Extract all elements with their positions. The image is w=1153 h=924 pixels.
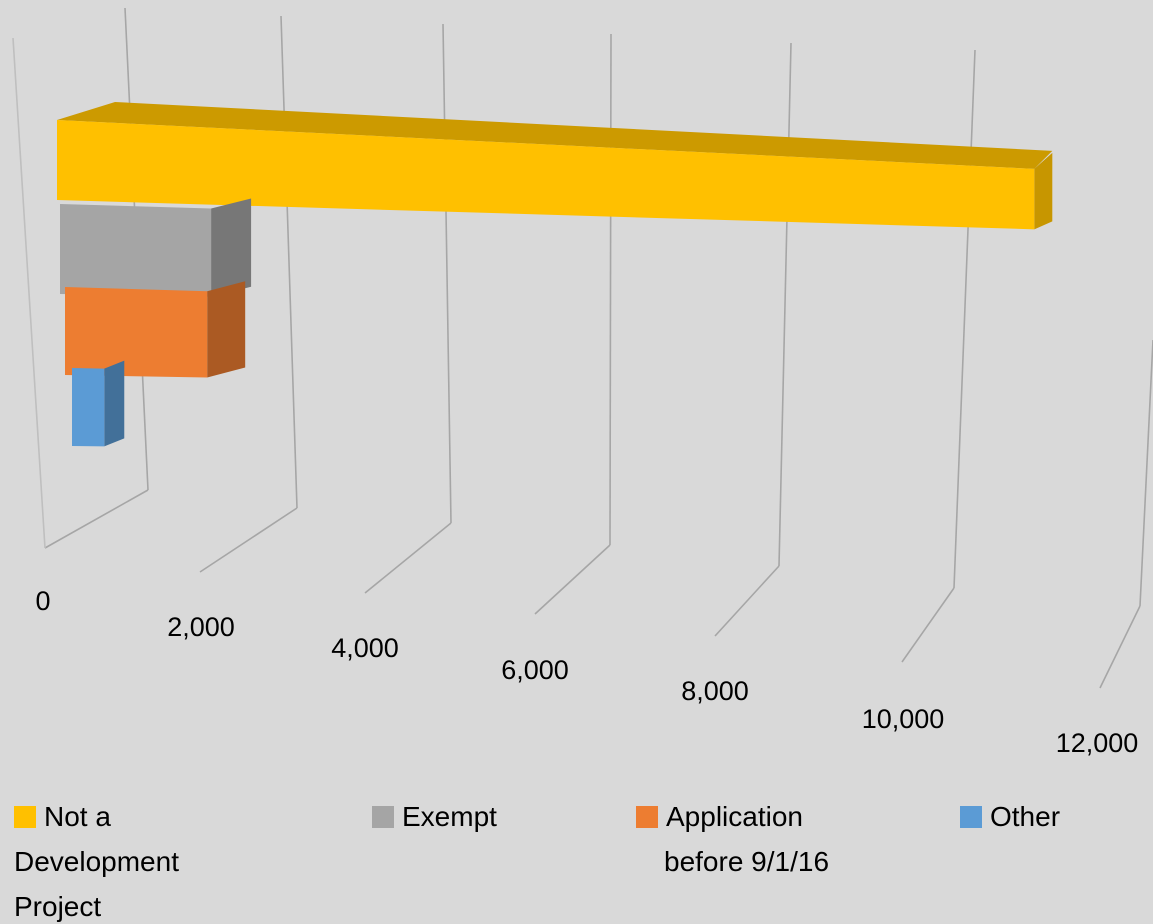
- gridline-floor-0: [44, 489, 149, 549]
- gridline-floor-5: [901, 587, 955, 663]
- bar-3: [72, 360, 125, 447]
- legend-item-0: Not a Development Project: [14, 801, 179, 922]
- bar-front-face: [57, 120, 1035, 230]
- legend-swatch: [636, 806, 658, 828]
- gridline-wall-4: [778, 42, 792, 567]
- legend-label: Exempt: [402, 801, 497, 832]
- gridline-floor-4: [714, 565, 780, 637]
- x-tick-label: 12,000: [1056, 728, 1139, 758]
- legend-label: Development: [14, 846, 179, 877]
- legend-label: Application: [666, 801, 803, 832]
- gridline-floor-3: [534, 544, 611, 615]
- legend-label: Other: [990, 801, 1060, 832]
- wall-edge-left: [12, 37, 46, 549]
- legend-swatch: [14, 806, 36, 828]
- legend-swatch: [372, 806, 394, 828]
- x-tick-label: 0: [35, 586, 50, 616]
- gridline-floor-2: [364, 522, 452, 594]
- x-axis-tick-labels: 0 2,000 4,000 6,000 8,000 10,000 12,000: [35, 586, 1138, 758]
- gridline-wall-2: [442, 23, 452, 524]
- legend: Not a Development Project Exempt Application…: [14, 801, 1060, 922]
- gridline-floor-1: [199, 507, 298, 573]
- bar-end-face: [207, 281, 246, 378]
- legend-item-2: Application before 9/1/16: [636, 801, 829, 877]
- x-tick-label: 8,000: [681, 676, 749, 706]
- bars: [57, 102, 1053, 447]
- bar-2: [65, 281, 246, 378]
- gridline-wall-5: [953, 49, 976, 589]
- bar-1: [60, 198, 252, 297]
- x-tick-label: 2,000: [167, 612, 235, 642]
- x-tick-label: 4,000: [331, 633, 399, 663]
- bar-top-face: [57, 102, 1053, 169]
- bar-front-face: [65, 287, 208, 378]
- legend-swatch: [960, 806, 982, 828]
- gridline-wall-1: [280, 15, 298, 509]
- bar-0: [57, 102, 1053, 230]
- gridline-wall-6: [1139, 339, 1153, 607]
- legend-item-3: Other: [960, 801, 1060, 832]
- bar-end-face: [104, 360, 125, 447]
- legend-label: before 9/1/16: [664, 846, 829, 877]
- x-tick-label: 6,000: [501, 655, 569, 685]
- x-tick-label: 10,000: [862, 704, 945, 734]
- legend-label: Not a: [44, 801, 111, 832]
- bar-end-face: [211, 198, 252, 297]
- gridlines: [12, 7, 1153, 689]
- bar-front-face: [60, 204, 212, 297]
- legend-label: Project: [14, 891, 101, 922]
- bar-end-face: [1034, 152, 1053, 230]
- bar-front-face: [72, 368, 105, 447]
- gridline-floor-6: [1099, 605, 1141, 689]
- gridline-wall-3: [609, 33, 612, 546]
- legend-item-1: Exempt: [372, 801, 497, 832]
